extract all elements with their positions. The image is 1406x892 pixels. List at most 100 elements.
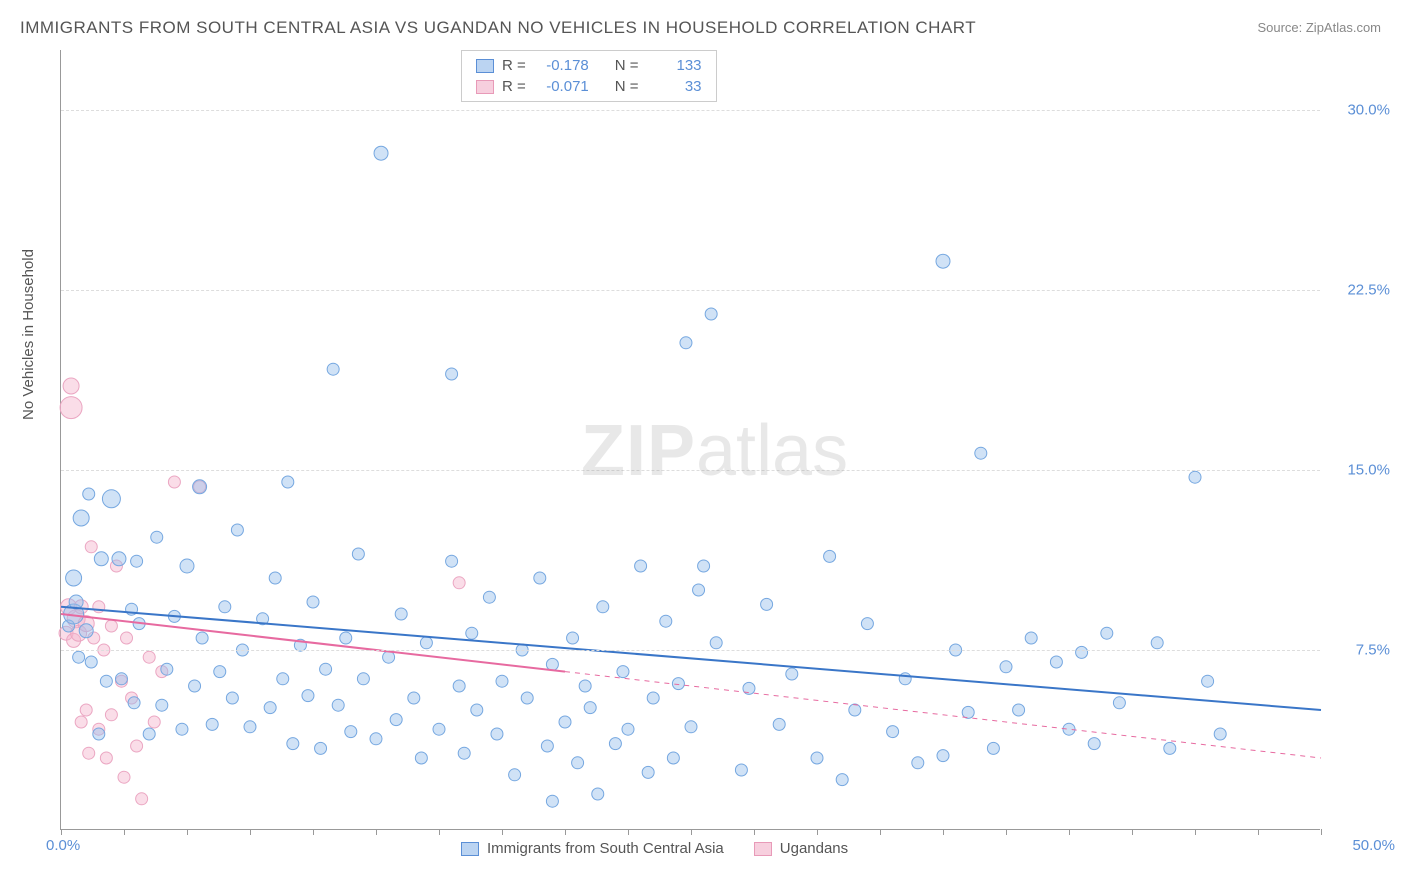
x-tick-mark (1321, 829, 1322, 835)
data-point (105, 709, 117, 721)
legend-label: Immigrants from South Central Asia (487, 840, 724, 857)
bottom-legend: Immigrants from South Central Asia Ugand… (461, 840, 848, 857)
stats-row: R = -0.178 N = 133 (476, 55, 702, 76)
data-point (176, 723, 188, 735)
data-point (962, 706, 974, 718)
x-tick-mark (1132, 829, 1133, 835)
data-point (680, 337, 692, 349)
data-point (446, 368, 458, 380)
data-point (647, 692, 659, 704)
data-point (148, 716, 160, 728)
data-point (206, 718, 218, 730)
stats-legend: R = -0.178 N = 133 R = -0.071 N = 33 (461, 50, 717, 102)
data-point (73, 651, 85, 663)
data-point (491, 728, 503, 740)
data-point (685, 721, 697, 733)
data-point (287, 738, 299, 750)
data-point (115, 673, 127, 685)
data-point (345, 726, 357, 738)
data-point (143, 651, 155, 663)
y-tick-label: 15.0% (1330, 462, 1390, 479)
data-point (559, 716, 571, 728)
data-point (622, 723, 634, 735)
data-point (1013, 704, 1025, 716)
y-axis-label: No Vehicles in Household (20, 249, 37, 420)
data-point (244, 721, 256, 733)
stat-n-value: 133 (647, 57, 702, 74)
data-point (282, 476, 294, 488)
data-point (667, 752, 679, 764)
data-point (912, 757, 924, 769)
data-point (102, 490, 120, 508)
gridline (61, 650, 1320, 651)
data-point (83, 747, 95, 759)
data-point (466, 627, 478, 639)
data-point (93, 728, 105, 740)
data-point (567, 632, 579, 644)
data-point (849, 704, 861, 716)
data-point (496, 675, 508, 687)
data-point (60, 397, 82, 419)
data-point (453, 577, 465, 589)
data-point (189, 680, 201, 692)
data-point (277, 673, 289, 685)
data-point (143, 728, 155, 740)
data-point (861, 618, 873, 630)
data-point (151, 531, 163, 543)
data-point (710, 637, 722, 649)
x-tick-mark (1069, 829, 1070, 835)
stat-r-value: -0.178 (534, 57, 589, 74)
data-point (1101, 627, 1113, 639)
x-tick-mark (439, 829, 440, 835)
data-point (579, 680, 591, 692)
data-point (836, 774, 848, 786)
data-point (73, 510, 89, 526)
legend-label: Ugandans (780, 840, 848, 857)
x-tick-mark (691, 829, 692, 835)
data-point (635, 560, 647, 572)
data-point (332, 699, 344, 711)
data-point (572, 757, 584, 769)
x-tick-mark (817, 829, 818, 835)
data-point (617, 666, 629, 678)
data-point (226, 692, 238, 704)
x-tick-mark (880, 829, 881, 835)
data-point (937, 750, 949, 762)
data-point (193, 480, 207, 494)
data-point (105, 620, 117, 632)
data-point (698, 560, 710, 572)
stat-n-label: N = (615, 57, 639, 74)
data-point (118, 771, 130, 783)
data-point (63, 378, 79, 394)
x-tick-mark (1006, 829, 1007, 835)
data-point (1202, 675, 1214, 687)
data-point (128, 697, 140, 709)
x-tick-mark (754, 829, 755, 835)
data-point (75, 716, 87, 728)
data-point (642, 766, 654, 778)
data-point (390, 714, 402, 726)
data-point (786, 668, 798, 680)
data-point (383, 651, 395, 663)
data-point (112, 552, 126, 566)
data-point (1076, 646, 1088, 658)
data-point (705, 308, 717, 320)
data-point (302, 690, 314, 702)
data-point (357, 673, 369, 685)
data-point (395, 608, 407, 620)
x-tick-mark (124, 829, 125, 835)
data-point (85, 541, 97, 553)
data-point (597, 601, 609, 613)
data-point (100, 675, 112, 687)
data-point (1214, 728, 1226, 740)
x-tick-mark (943, 829, 944, 835)
data-point (121, 632, 133, 644)
data-point (471, 704, 483, 716)
data-point (66, 570, 82, 586)
data-point (131, 740, 143, 752)
gridline (61, 290, 1320, 291)
chart-source: Source: ZipAtlas.com (1257, 20, 1381, 35)
data-point (483, 591, 495, 603)
y-tick-label: 30.0% (1330, 102, 1390, 119)
data-point (584, 702, 596, 714)
